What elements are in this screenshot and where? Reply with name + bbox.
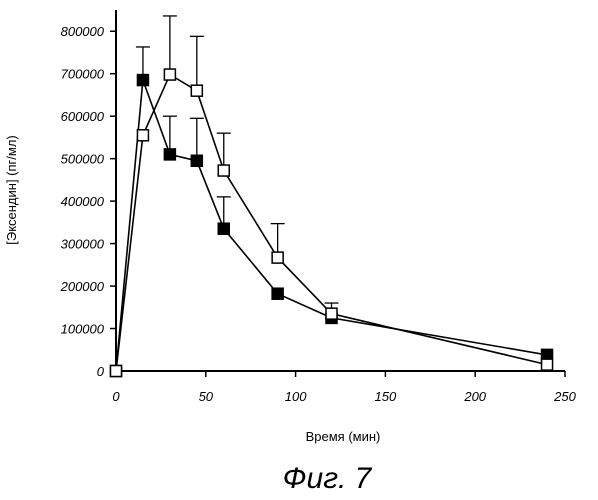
open-square-point <box>542 359 553 370</box>
series-lines <box>116 75 547 371</box>
y-tick-label: 800000 <box>61 24 105 39</box>
filled-square-point <box>164 149 175 160</box>
x-tick-label: 150 <box>375 389 397 404</box>
x-axis-label: Время (мин) <box>306 429 381 444</box>
open-square-point <box>164 69 175 80</box>
x-tick-label: 200 <box>463 389 486 404</box>
data-points <box>111 69 553 376</box>
tick-marks <box>110 31 565 377</box>
x-tick-label: 50 <box>199 389 214 404</box>
error-bars <box>136 16 339 314</box>
open-square-point <box>272 252 283 263</box>
y-tick-label: 500000 <box>61 152 105 167</box>
series-line-2 <box>116 75 547 371</box>
open-square-point <box>326 308 337 319</box>
y-tick-label: 0 <box>97 364 105 379</box>
figure-caption: Фиг. 7 <box>283 462 373 495</box>
filled-square-point <box>218 223 229 234</box>
open-square-point <box>191 85 202 96</box>
x-tick-label: 250 <box>553 389 576 404</box>
filled-square-point <box>191 155 202 166</box>
filled-square-point <box>272 288 283 299</box>
open-square-point <box>218 165 229 176</box>
y-tick-label: 700000 <box>61 67 105 82</box>
y-tick-label: 600000 <box>61 109 105 124</box>
axes <box>116 10 565 371</box>
y-tick-label: 200000 <box>60 279 105 294</box>
x-tick-label: 100 <box>285 389 307 404</box>
series-line-1 <box>116 80 547 371</box>
y-tick-label: 100000 <box>61 322 105 337</box>
open-square-point <box>111 366 122 377</box>
y-axis-label: [Эксендин] (пг/мл) <box>4 135 19 245</box>
x-tick-label: 0 <box>112 389 120 404</box>
filled-square-point <box>137 75 148 86</box>
y-tick-label: 400000 <box>61 194 105 209</box>
y-tick-label: 300000 <box>61 237 105 252</box>
open-square-point <box>137 130 148 141</box>
